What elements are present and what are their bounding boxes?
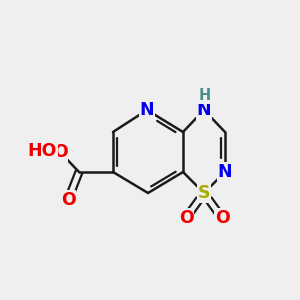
Text: N: N [197, 101, 211, 119]
Text: HO: HO [28, 142, 57, 160]
Text: N: N [140, 101, 154, 119]
Text: O: O [178, 209, 194, 227]
Text: O: O [52, 143, 68, 161]
Text: N: N [218, 163, 232, 181]
Text: S: S [198, 184, 210, 202]
Text: O: O [61, 191, 75, 209]
Text: H: H [199, 88, 211, 104]
Text: O: O [214, 209, 230, 227]
